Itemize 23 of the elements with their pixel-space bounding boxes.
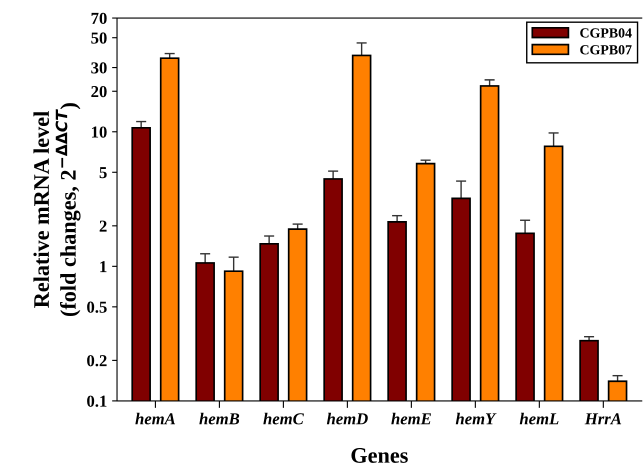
y-tick-label: 1 bbox=[100, 261, 106, 272]
y-tick-label: 2 bbox=[100, 220, 107, 232]
x-tick-label: hemB bbox=[199, 412, 240, 424]
y-tick-label: 0.5 bbox=[87, 302, 107, 313]
legend-label: CGPB04 bbox=[580, 28, 632, 38]
y-tick-label: 5 bbox=[100, 167, 107, 178]
x-tick-label: hemC bbox=[263, 412, 304, 424]
x-tick-label: hemE bbox=[391, 412, 431, 424]
x-axis-title: Genes bbox=[351, 448, 408, 463]
x-tick-label: hemA bbox=[135, 412, 176, 424]
x-tick-label: hemL bbox=[520, 412, 558, 424]
y-axis-title: Relative mRNA level (fold changes, 2$^{−ΔΔCT}$) bbox=[33, 103, 81, 316]
x-tick-label: hemD bbox=[326, 412, 368, 424]
x-tick-label: HrrA bbox=[584, 413, 622, 424]
y-tick-label: 50 bbox=[91, 32, 107, 44]
y-tick-label: 10 bbox=[92, 126, 107, 138]
legend-label: CGPB07 bbox=[580, 45, 632, 54]
y-tick-label: 20 bbox=[91, 86, 107, 98]
y-tick-label: 70 bbox=[92, 12, 107, 24]
x-tick-label: hemY bbox=[456, 412, 497, 424]
y-tick-label: 30 bbox=[91, 62, 107, 74]
y-tick-label: 0.2 bbox=[87, 355, 107, 366]
y-tick-label: 0.1 bbox=[87, 396, 106, 407]
